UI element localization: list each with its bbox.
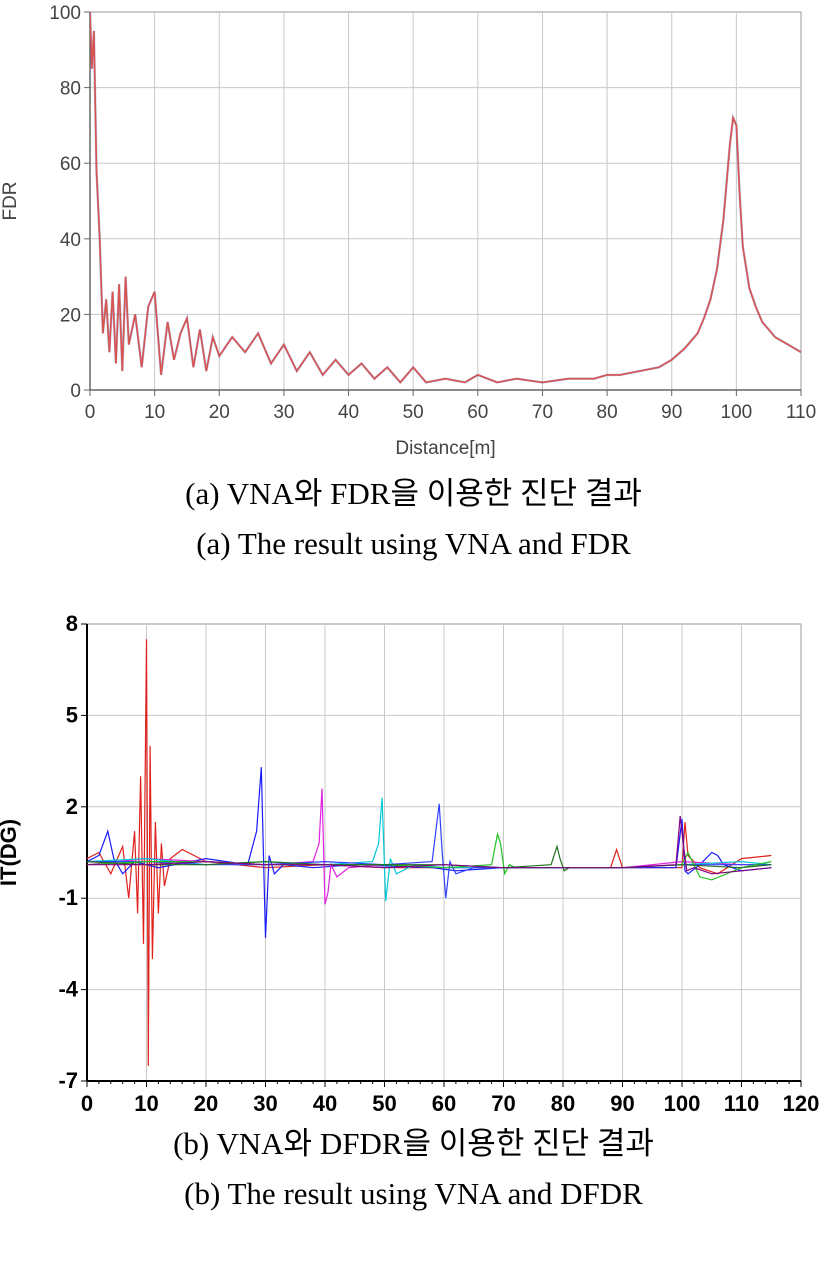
dfdr-chart: 0102030405060708090100110120852-1-4-7dis… bbox=[0, 611, 820, 1116]
x-axis-label: Distance[m] bbox=[395, 438, 495, 459]
x-tick-label: 90 bbox=[610, 1091, 634, 1116]
x-tick-label: 70 bbox=[532, 402, 553, 423]
x-tick-label: 110 bbox=[724, 1091, 760, 1116]
y-axis-label: FDR bbox=[0, 181, 21, 220]
x-tick-label: 80 bbox=[551, 1091, 575, 1116]
x-tick-label: 120 bbox=[783, 1091, 820, 1116]
x-tick-label: 30 bbox=[253, 1091, 277, 1116]
x-tick-label: 80 bbox=[597, 402, 618, 423]
x-tick-label: 100 bbox=[664, 1091, 701, 1116]
x-tick-label: 90 bbox=[661, 402, 682, 423]
y-tick-label: 20 bbox=[60, 305, 81, 326]
x-tick-label: 20 bbox=[209, 402, 230, 423]
dfdr-chart-panel: 0102030405060708090100110120852-1-4-7dis… bbox=[0, 600, 827, 1120]
x-tick-label: 40 bbox=[338, 402, 359, 423]
x-tick-label: 60 bbox=[467, 402, 488, 423]
x-tick-label: 0 bbox=[85, 402, 96, 423]
x-tick-label: 50 bbox=[403, 402, 424, 423]
y-tick-label: 100 bbox=[49, 3, 81, 24]
y-axis-label: IT(DG) bbox=[0, 819, 21, 886]
y-tick-label: -1 bbox=[58, 885, 78, 910]
caption-a-english: (a) The result using VNA and FDR bbox=[196, 526, 631, 561]
x-tick-label: 50 bbox=[372, 1091, 396, 1116]
x-tick-label: 20 bbox=[194, 1091, 218, 1116]
series-line-1 bbox=[90, 11, 801, 384]
series-line-2 bbox=[87, 767, 772, 938]
fdr-chart-panel: 0 10 20 30 40 50 60 70 80 90 100 110 0 20 40 60 80 100 Dis… bbox=[0, 0, 827, 561]
plot-area bbox=[89, 11, 802, 391]
y-tick-label: 80 bbox=[60, 79, 81, 100]
caption-a-korean: (a) VNA와 FDR을 이용한 진단 결과 bbox=[185, 476, 642, 511]
x-tick-label: 70 bbox=[491, 1091, 515, 1116]
x-tick-label: 30 bbox=[273, 402, 294, 423]
y-tick-label: -7 bbox=[58, 1068, 78, 1093]
x-tick-label: 110 bbox=[786, 402, 816, 423]
series-line-8 bbox=[87, 815, 772, 875]
x-tick-label: 100 bbox=[721, 402, 753, 423]
caption-b-english: (b) The result using VNA and DFDR bbox=[184, 1176, 643, 1211]
y-tick-label: 40 bbox=[60, 230, 81, 251]
y-tick-label: 0 bbox=[70, 381, 81, 402]
x-tick-label: 10 bbox=[144, 402, 165, 423]
fdr-chart: 0 10 20 30 40 50 60 70 80 90 100 110 0 20 40 60 80 100 Dis… bbox=[0, 3, 816, 459]
y-tick-label: -4 bbox=[58, 977, 78, 1002]
x-tick-label: 0 bbox=[81, 1091, 93, 1116]
x-tick-label: 60 bbox=[432, 1091, 456, 1116]
x-tick-label: 40 bbox=[313, 1091, 337, 1116]
y-tick-label: 5 bbox=[66, 702, 78, 727]
y-tick-label: 2 bbox=[66, 794, 78, 819]
y-tick-label: 60 bbox=[60, 154, 81, 175]
caption-b-korean: (b) VNA와 DFDR을 이용한 진단 결과 bbox=[173, 1126, 654, 1161]
y-tick-label: 8 bbox=[66, 611, 78, 636]
x-tick-label: 10 bbox=[134, 1091, 158, 1116]
